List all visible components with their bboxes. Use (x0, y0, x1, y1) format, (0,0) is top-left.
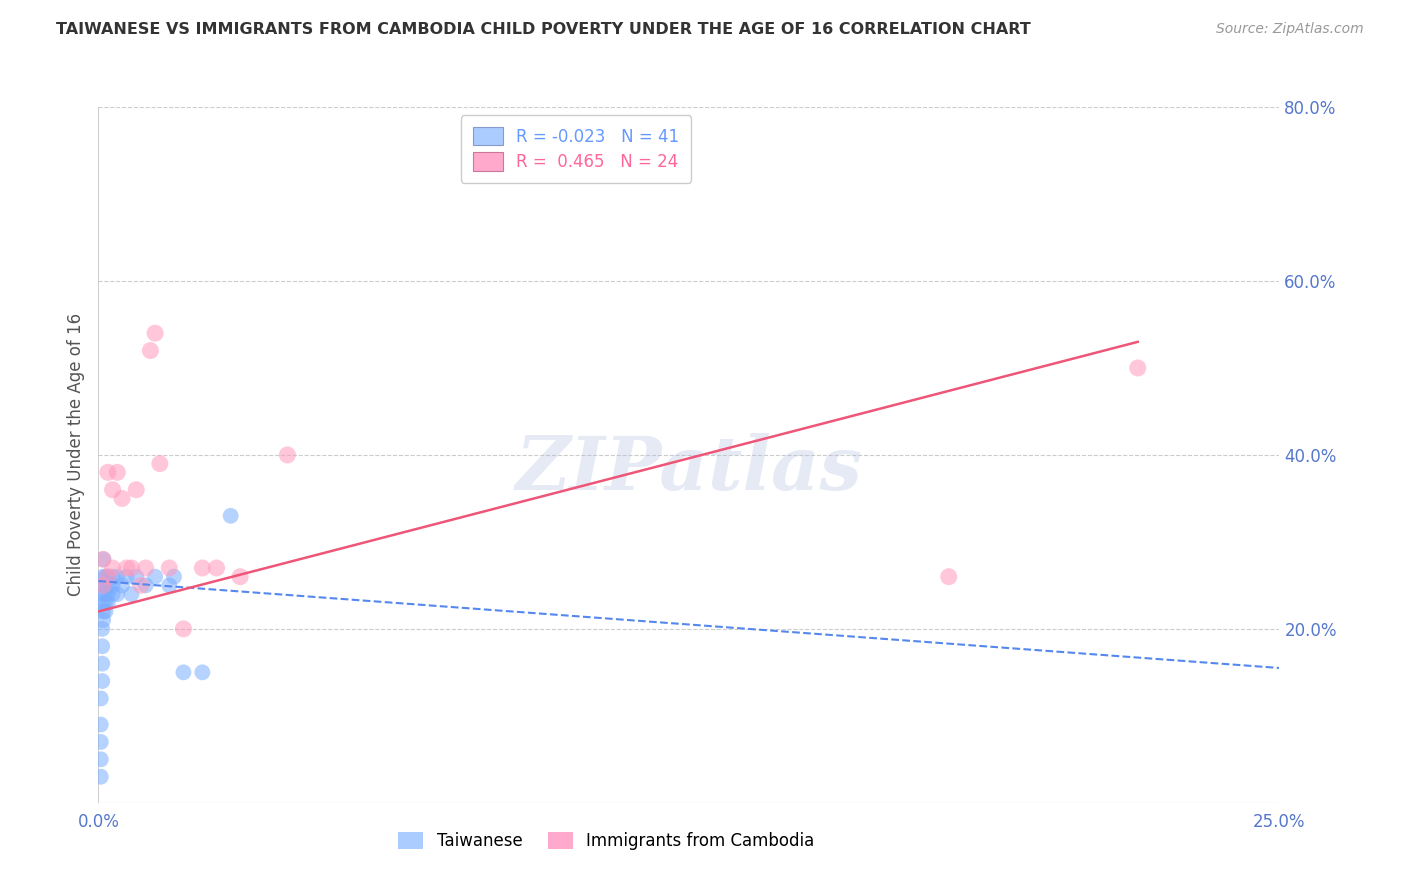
Point (172, 665, 194, 680)
Point (276, 448, 298, 462)
Point (90, 735, 112, 749)
Point (91, 587, 114, 601)
Point (94, 578, 117, 592)
Point (101, 561, 124, 575)
Point (111, 578, 134, 592)
Point (143, 570, 166, 584)
Point (91, 605, 114, 619)
Point (90, 691, 112, 706)
Point (135, 561, 157, 575)
Point (163, 570, 186, 584)
Point (105, 466, 128, 480)
Point (121, 561, 143, 575)
Point (91, 552, 114, 566)
Point (91, 596, 114, 610)
Point (97, 466, 120, 480)
Point (97, 570, 120, 584)
Point (115, 570, 138, 584)
Point (219, 508, 242, 523)
Point (143, 326, 166, 340)
Point (191, 561, 214, 575)
Point (205, 561, 228, 575)
Point (101, 570, 124, 584)
Text: ZIPatlas: ZIPatlas (516, 433, 862, 505)
Point (90, 752, 112, 766)
Point (191, 665, 214, 680)
Point (101, 483, 124, 497)
Point (91, 639, 114, 653)
Point (97, 596, 120, 610)
Point (135, 578, 157, 592)
Point (91, 578, 114, 592)
Point (97, 587, 120, 601)
Legend: Taiwanese, Immigrants from Cambodia: Taiwanese, Immigrants from Cambodia (392, 826, 821, 857)
Point (115, 561, 138, 575)
Point (139, 343, 162, 358)
Point (94, 605, 117, 619)
Point (91, 613, 114, 627)
Point (105, 570, 128, 584)
Point (129, 578, 152, 592)
Point (1126, 360, 1149, 375)
Point (101, 587, 124, 601)
Point (94, 570, 117, 584)
Point (111, 491, 134, 506)
Point (172, 622, 194, 636)
Point (97, 570, 120, 584)
Point (91, 570, 114, 584)
Point (229, 570, 252, 584)
Point (157, 578, 180, 592)
Point (90, 717, 112, 731)
Point (90, 770, 112, 784)
Text: Source: ZipAtlas.com: Source: ZipAtlas.com (1216, 22, 1364, 37)
Point (105, 587, 128, 601)
Point (157, 561, 180, 575)
Point (91, 674, 114, 689)
Point (125, 570, 148, 584)
Point (121, 587, 143, 601)
Y-axis label: Child Poverty Under the Age of 16: Child Poverty Under the Age of 16 (66, 313, 84, 597)
Point (91, 622, 114, 636)
Point (101, 578, 124, 592)
Point (91, 657, 114, 671)
Point (125, 483, 148, 497)
Point (91, 552, 114, 566)
Point (97, 578, 120, 592)
Point (94, 587, 117, 601)
Point (94, 596, 117, 610)
Point (149, 457, 172, 471)
Point (938, 570, 960, 584)
Point (91, 578, 114, 592)
Text: TAIWANESE VS IMMIGRANTS FROM CAMBODIA CHILD POVERTY UNDER THE AGE OF 16 CORRELAT: TAIWANESE VS IMMIGRANTS FROM CAMBODIA CH… (56, 22, 1031, 37)
